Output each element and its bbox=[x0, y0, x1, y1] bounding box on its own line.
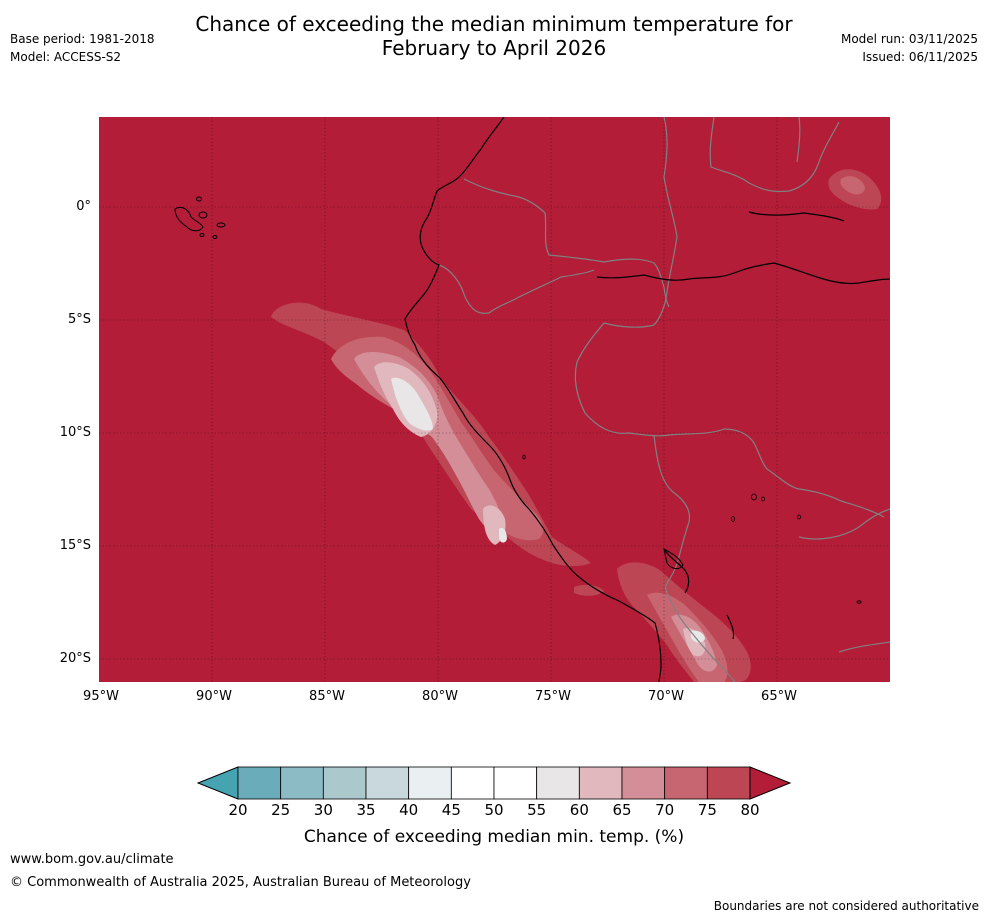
colorbar-tick-60: 60 bbox=[569, 801, 589, 819]
lat-label-5s: 5°S bbox=[67, 312, 91, 327]
lon-label-65w: 65°W bbox=[761, 689, 797, 704]
colorbar-tick-30: 30 bbox=[313, 801, 333, 819]
lon-label-95w: 95°W bbox=[83, 689, 119, 704]
footer-copyright: © Commonwealth of Australia 2025, Austra… bbox=[10, 875, 471, 890]
contour-55-south bbox=[691, 630, 705, 643]
colorbar-high-arrow bbox=[749, 766, 792, 800]
contour-55 bbox=[391, 377, 507, 543]
contour-70-northeast bbox=[840, 176, 865, 195]
small-lakes bbox=[522, 454, 862, 604]
lake-titicaca bbox=[663, 548, 684, 570]
model-name: Model: ACCESS-S2 bbox=[10, 50, 122, 64]
colorbar-tick-20: 20 bbox=[228, 801, 248, 819]
colorbar-cell-75 bbox=[706, 766, 751, 800]
colorbar-cell-50 bbox=[493, 766, 538, 800]
title-line-2: February to April 2026 bbox=[381, 36, 607, 60]
colorbar-tick-65: 65 bbox=[612, 801, 632, 819]
colorbar-tick-40: 40 bbox=[399, 801, 419, 819]
issued-date: Issued: 06/11/2025 bbox=[862, 50, 978, 64]
lat-label-10s: 10°S bbox=[59, 425, 91, 440]
colorbar-tick-70: 70 bbox=[655, 801, 675, 819]
gridlines bbox=[99, 117, 890, 682]
colorbar-tick-45: 45 bbox=[441, 801, 461, 819]
colorbar-cell-35 bbox=[365, 766, 410, 800]
colorbar-cell-25 bbox=[280, 766, 324, 800]
galapagos-islands bbox=[174, 196, 226, 239]
lon-label-75w: 75°W bbox=[535, 689, 571, 704]
colorbar-tick-35: 35 bbox=[356, 801, 376, 819]
title-line-1: Chance of exceeding the median minimum t… bbox=[195, 12, 793, 36]
colorbar-cell-55 bbox=[536, 766, 580, 800]
page-title: Chance of exceeding the median minimum t… bbox=[0, 12, 988, 60]
map-background bbox=[99, 117, 890, 682]
footer-url[interactable]: www.bom.gov.au/climate bbox=[10, 852, 174, 867]
model-run: Model run: 03/11/2025 bbox=[840, 32, 978, 46]
lon-label-85w: 85°W bbox=[309, 689, 345, 704]
colorbar-tick-55: 55 bbox=[527, 801, 547, 819]
lat-label-0: 0° bbox=[76, 199, 91, 214]
colorbar-cell-45 bbox=[450, 766, 495, 800]
colorbar bbox=[196, 766, 792, 800]
base-period: Base period: 1981-2018 bbox=[10, 32, 155, 46]
country-borders bbox=[438, 117, 890, 682]
colorbar-cell-65 bbox=[621, 766, 666, 800]
forecast-map bbox=[99, 117, 890, 682]
footer-disclaimer: Boundaries are not considered authoritat… bbox=[713, 899, 979, 913]
probability-contours bbox=[271, 169, 882, 682]
colorbar-tick-75: 75 bbox=[697, 801, 717, 819]
lat-label-20s: 20°S bbox=[59, 651, 91, 666]
colorbar-label: Chance of exceeding median min. temp. (%… bbox=[303, 827, 685, 847]
colorbar-tick-80: 80 bbox=[740, 801, 760, 819]
lon-label-70w: 70°W bbox=[648, 689, 684, 704]
lat-label-15s: 15°S bbox=[59, 538, 91, 553]
colorbar-tick-50: 50 bbox=[484, 801, 504, 819]
lon-label-80w: 80°W bbox=[422, 689, 458, 704]
colorbar-cell-20 bbox=[237, 766, 282, 800]
colorbar-low-arrow bbox=[196, 766, 239, 800]
colorbar-cell-70 bbox=[664, 766, 708, 800]
colorbar-ticks: 20 25 30 35 40 45 50 55 60 65 70 75 80 bbox=[196, 801, 794, 821]
colorbar-cells bbox=[237, 766, 751, 800]
colorbar-tick-25: 25 bbox=[271, 801, 291, 819]
coastlines bbox=[404, 117, 890, 682]
lon-label-90w: 90°W bbox=[196, 689, 232, 704]
colorbar-cell-40 bbox=[408, 766, 452, 800]
colorbar-cell-60 bbox=[578, 766, 623, 800]
colorbar-cell-30 bbox=[322, 766, 367, 800]
